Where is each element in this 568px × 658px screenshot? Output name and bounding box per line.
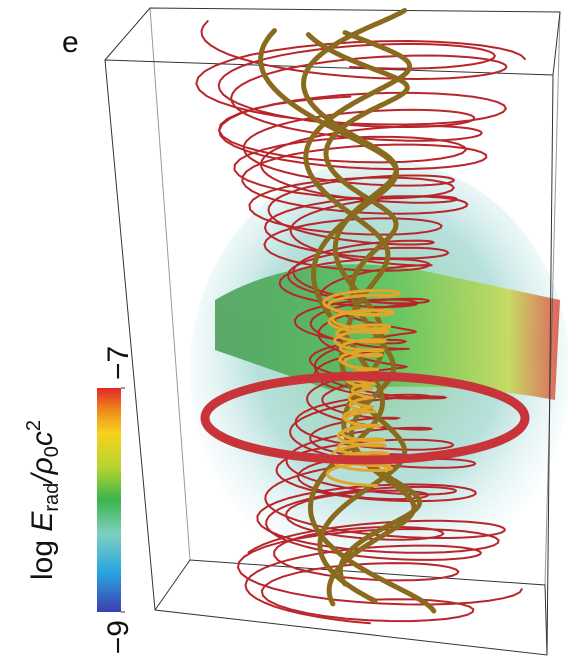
visualization	[105, 8, 568, 655]
colorbar-label: log Erad/ρ0c2	[23, 420, 63, 580]
label-sub2: 0	[41, 446, 63, 457]
colorbar	[97, 388, 121, 612]
label-prefix: log	[26, 532, 59, 580]
label-divider: /ρ	[26, 457, 59, 485]
label-symbol2: c	[26, 431, 59, 446]
label-sub: rad	[41, 483, 63, 512]
label-sup: 2	[23, 420, 45, 431]
figure: e −9 −7 log Erad/ρ0c2	[0, 0, 568, 658]
panel-label: e	[62, 26, 79, 59]
colorbar-tick-label: −7	[102, 346, 135, 380]
colorbar-tick-label: −9	[102, 620, 135, 654]
label-symbol: E	[26, 511, 59, 532]
